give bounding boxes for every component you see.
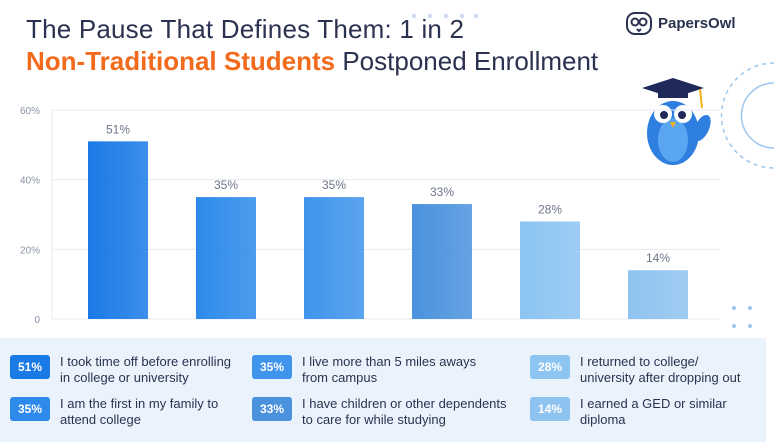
owl-logo-icon: [626, 12, 652, 35]
bar: [88, 141, 148, 319]
decorative-dots-top: [412, 14, 478, 18]
bar: [304, 197, 364, 319]
legend-badge: 14%: [530, 397, 570, 421]
bar-value-label: 33%: [430, 185, 454, 199]
bar: [196, 197, 256, 319]
legend-text: I have children or other dependents to c…: [302, 396, 507, 427]
legend-text: I am the first in my family to attend co…: [60, 396, 219, 427]
legend-item: 35% I live more than 5 miles aways from …: [252, 354, 476, 386]
bar-value-label: 35%: [322, 178, 346, 192]
bar: [628, 270, 688, 319]
bar-chart: 0 20% 40% 60% 51% 35% 35% 33% 28% 14%: [20, 106, 720, 326]
chart-title-line2: Non-Traditional Students Postponed Enrol…: [26, 46, 598, 77]
decorative-arcs-right: [720, 62, 775, 169]
legend-badge: 33%: [252, 397, 292, 421]
y-tick-label: 40%: [20, 176, 40, 187]
brand-name: PapersOwl: [658, 14, 736, 32]
bar-value-label: 14%: [646, 251, 670, 265]
chart-title-line1: The Pause That Defines Them: 1 in 2: [26, 14, 465, 44]
bar: [520, 221, 580, 319]
y-tick-label: 60%: [20, 106, 40, 117]
legend-badge: 35%: [10, 397, 50, 421]
y-tick-label: 0: [34, 315, 40, 326]
bar-value-label: 35%: [214, 178, 238, 192]
legend-item: 35% I am the first in my family to atten…: [10, 396, 218, 428]
legend-item: 28% I returned to college/ university af…: [530, 354, 740, 386]
chart-legend: 51% I took time off before enrolling in …: [0, 338, 766, 442]
legend-item: 33% I have children or other dependents …: [252, 396, 507, 428]
legend-text: I live more than 5 miles aways from camp…: [302, 354, 477, 385]
bar-value-label: 51%: [106, 122, 130, 136]
legend-text: I took time off before enrolling in coll…: [60, 354, 232, 385]
y-tick-label: 20%: [20, 245, 40, 256]
title-rest: Postponed Enrollment: [335, 46, 599, 76]
legend-badge: 28%: [530, 355, 570, 379]
title-highlight: Non-Traditional Students: [26, 46, 336, 76]
bar-value-label: 28%: [538, 202, 562, 216]
legend-item: 51% I took time off before enrolling in …: [10, 354, 231, 386]
brand-logo: PapersOwl: [626, 10, 736, 36]
legend-text: I earned a GED or similar diploma: [580, 396, 727, 427]
legend-text: I returned to college/ university after …: [580, 354, 741, 385]
legend-badge: 51%: [10, 355, 50, 379]
legend-item: 14% I earned a GED or similar diploma: [530, 396, 727, 428]
bar: [412, 204, 472, 319]
legend-badge: 35%: [252, 355, 292, 379]
